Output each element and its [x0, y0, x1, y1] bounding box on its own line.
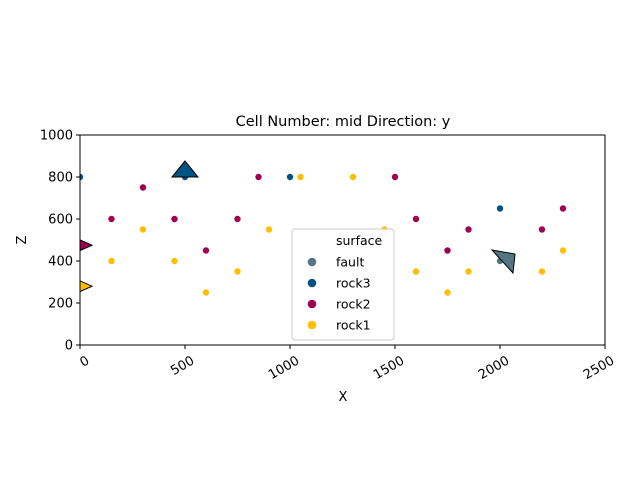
rock2-point-1 [108, 215, 115, 223]
rock1-point-12 [465, 268, 472, 275]
chart-title: Cell Number: mid Direction: y [236, 114, 451, 130]
rock1-point-10 [412, 268, 420, 275]
x-axis-label: X [339, 390, 348, 405]
legend-marker-fault [307, 257, 317, 267]
rock2-point-11 [538, 226, 546, 233]
fault-orientation-marker-1 [490, 249, 516, 275]
rock3-point-0 [80, 173, 84, 181]
y-tick-label-2: 400 [48, 255, 73, 270]
y-tick-label-1: 200 [48, 297, 73, 312]
rock2-point-10 [465, 226, 472, 233]
x-tick-label-2: 1000 [266, 353, 302, 383]
x-tick-label-3: 1500 [371, 353, 407, 383]
x-tick-label-0: 0 [78, 353, 93, 370]
rock2-point-2 [139, 184, 147, 191]
rock1-orientation-marker-3 [80, 280, 94, 293]
rock3-orientation-marker-0 [170, 160, 200, 178]
rock1-point-7 [297, 173, 304, 181]
y-tick-label-4: 800 [48, 171, 73, 186]
legend-marker-rock3 [307, 278, 317, 288]
y-tick-label-0: 0 [65, 339, 73, 354]
x-axis-ticks: 0 500 1000 1500 2000 2500 [78, 345, 617, 383]
rock1-point-1 [108, 257, 115, 265]
y-axis-ticks: 0 200 400 600 800 1000 [40, 129, 80, 354]
rock1-point-13 [538, 268, 546, 275]
rock3-point-2 [286, 173, 294, 181]
legend: surface fault rock3 rock2 rock1 [291, 228, 395, 341]
rock3-point-3 [496, 205, 504, 212]
rock1-point-2 [139, 226, 147, 233]
rock2-point-5 [234, 215, 241, 223]
rock1-point-14 [559, 247, 567, 254]
rock2-point-4 [202, 247, 210, 254]
rock1-point-6 [265, 226, 273, 233]
rock2-point-12 [559, 205, 567, 212]
rock1-point-4 [202, 289, 210, 296]
legend-label-fault: fault [336, 255, 364, 270]
x-tick-label-5: 2500 [581, 353, 617, 383]
legend-label-rock3: rock3 [336, 276, 371, 291]
rock2-point-9 [444, 247, 451, 254]
legend-marker-rock1 [307, 320, 317, 330]
legend-label-rock2: rock2 [336, 297, 371, 312]
rock2-point-7 [391, 173, 399, 181]
rock2-point-6 [255, 173, 262, 181]
orientations-layer [80, 160, 516, 293]
rock2-orientation-marker-2 [80, 239, 94, 252]
rock2-point-3 [171, 215, 178, 223]
y-tick-label-3: 600 [48, 213, 73, 228]
y-axis-label: Z [15, 235, 30, 244]
rock1-point-5 [234, 268, 241, 275]
legend-label-rock1: rock1 [336, 318, 371, 333]
legend-marker-rock2 [307, 299, 317, 309]
points-layer [80, 173, 567, 296]
legend-box [291, 228, 395, 341]
y-tick-label-5: 1000 [40, 129, 73, 144]
legend-entries: fault rock3 rock2 rock1 [307, 255, 371, 333]
rock1-point-8 [349, 173, 357, 181]
rock1-point-3 [171, 257, 178, 265]
x-tick-label-4: 2000 [476, 353, 512, 383]
x-tick-label-1: 500 [168, 353, 197, 378]
legend-title: surface [336, 233, 383, 248]
rock1-point-11 [444, 289, 451, 296]
rock2-point-8 [412, 215, 420, 223]
plot-frame [79, 134, 606, 346]
